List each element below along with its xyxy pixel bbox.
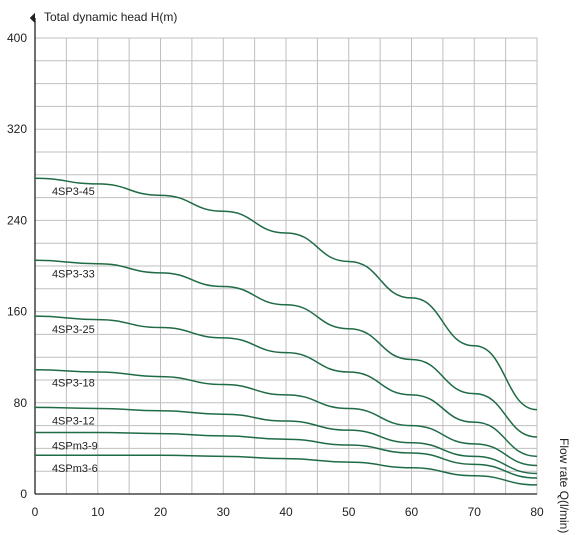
x-tick-label: 40	[279, 505, 293, 519]
y-tick-label: 80	[14, 396, 28, 410]
y-tick-label: 160	[7, 305, 27, 319]
series-line-0	[34, 177, 538, 411]
axis-layer: 0 10 20 30 40 50 60 70 80 0 80 160 240 320 400	[7, 12, 544, 519]
grid-layer	[34, 37, 538, 495]
series-line-2	[34, 315, 538, 458]
x-tick-label: 30	[217, 505, 231, 519]
series-label-3: 4SP3-18	[52, 378, 95, 390]
series-label-4: 4SP3-12	[52, 415, 95, 427]
series-line-5	[34, 431, 538, 479]
series-label-6: 4SPm3-6	[52, 463, 98, 475]
x-axis-title: Flow rate Q(l/min)	[557, 438, 571, 533]
series-label-0: 4SP3-45	[52, 186, 95, 198]
x-tick-label: 70	[468, 505, 482, 519]
series-label-2: 4SP3-25	[52, 324, 95, 336]
series-label-5: 4SPm3-9	[52, 440, 98, 452]
series-line-3	[34, 368, 538, 467]
x-tick-label: 60	[405, 505, 419, 519]
series-line-6	[35, 454, 538, 486]
series-label-1: 4SP3-33	[52, 268, 95, 280]
x-tick-label: 50	[342, 505, 356, 519]
series-line-1	[34, 259, 538, 438]
y-tick-label: 240	[7, 213, 27, 227]
y-tick-label: 400	[7, 31, 27, 45]
x-tick-label: 80	[530, 505, 544, 519]
series-layer: 4SP3-45 4SP3-33 4SP3-25 4SP3-18 4SP3-12 4SPm3…	[34, 177, 538, 486]
y-tick-label: 320	[7, 122, 27, 136]
series-line-4	[34, 406, 538, 475]
x-tick-label: 0	[32, 505, 39, 519]
y-axis-title: Total dynamic head H(m)	[44, 10, 177, 24]
x-tick-label: 20	[154, 505, 168, 519]
x-tick-label: 10	[91, 505, 105, 519]
y-tick-label: 0	[20, 487, 27, 501]
